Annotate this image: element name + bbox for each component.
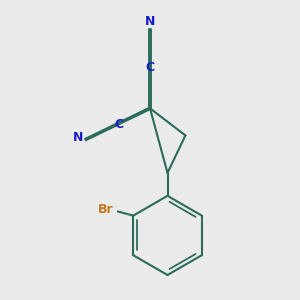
Text: C: C <box>114 118 123 131</box>
Text: Br: Br <box>98 203 114 216</box>
Text: C: C <box>146 61 154 74</box>
Text: N: N <box>73 131 83 144</box>
Text: N: N <box>145 15 155 28</box>
